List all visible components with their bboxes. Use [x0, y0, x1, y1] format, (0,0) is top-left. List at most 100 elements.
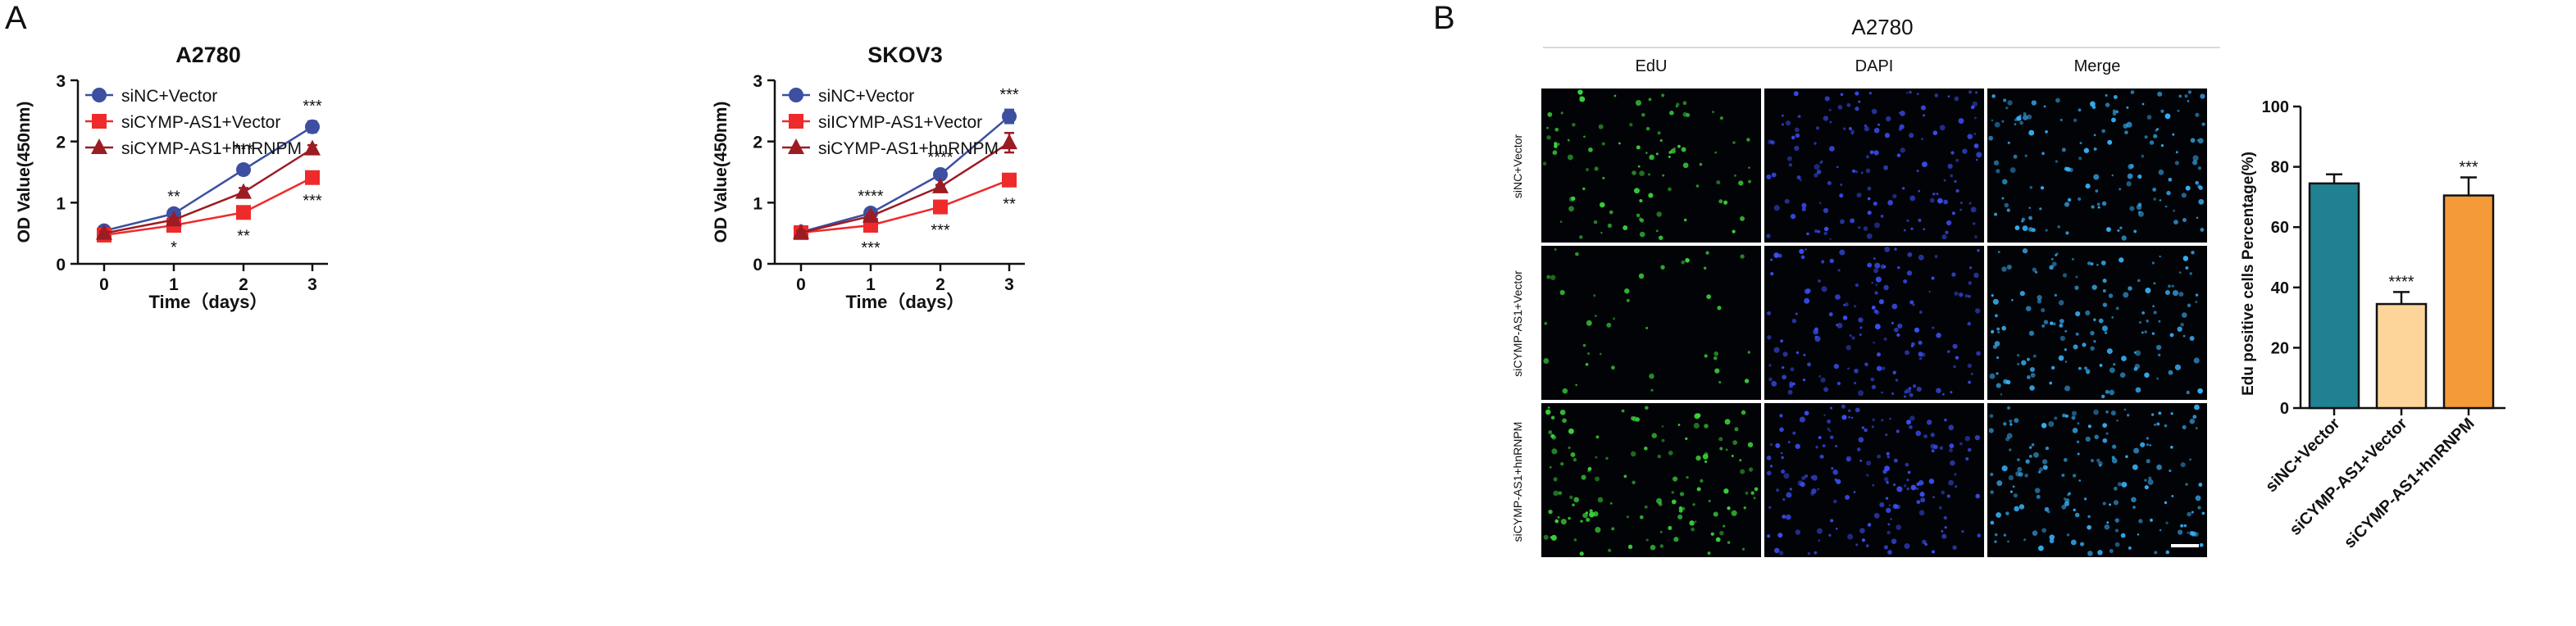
- cell-nucleus: [1968, 380, 1972, 384]
- cell-nucleus: [2146, 459, 2150, 464]
- cell-nucleus: [1550, 536, 1553, 539]
- x-axis-label: Time（days）: [845, 292, 964, 312]
- cell-nucleus: [2171, 284, 2174, 288]
- cell-nucleus: [1783, 473, 1790, 479]
- cell-nucleus: [2174, 161, 2179, 166]
- cell-nucleus: [2195, 180, 2200, 185]
- cell-nucleus: [1747, 351, 1750, 354]
- cell-nucleus: [1906, 270, 1913, 276]
- cell-nucleus: [2003, 379, 2009, 384]
- cell-nucleus: [2078, 479, 2081, 482]
- cell-nucleus: [1768, 506, 1772, 509]
- cell-nucleus: [1959, 202, 1963, 205]
- cell-nucleus: [2195, 301, 2198, 304]
- cell-nucleus: [2119, 188, 2122, 191]
- series-line-1: [103, 176, 313, 237]
- cell-nucleus: [2152, 305, 2155, 308]
- cell-nucleus: [1974, 235, 1978, 238]
- data-point-1-2: [933, 199, 948, 215]
- cell-nucleus: [2028, 129, 2035, 136]
- cell-nucleus: [2146, 320, 2149, 323]
- cell-nucleus: [1958, 118, 1964, 124]
- cell-nucleus: [1833, 499, 1837, 504]
- cell-nucleus: [2057, 225, 2060, 229]
- cell-nucleus: [1932, 496, 1935, 499]
- cell-nucleus: [2014, 123, 2017, 126]
- cell-nucleus: [1639, 170, 1645, 176]
- cell-nucleus: [2117, 482, 2123, 487]
- cell-nucleus: [2041, 528, 2047, 533]
- cell-nucleus: [2174, 364, 2181, 370]
- cell-nucleus: [1975, 308, 1981, 314]
- cell-nucleus: [1906, 479, 1909, 482]
- cell-nucleus: [1829, 406, 1833, 410]
- cell-nucleus: [1719, 116, 1723, 120]
- y-tick-label: 1: [56, 194, 66, 213]
- cell-nucleus: [1723, 200, 1728, 205]
- cell-nucleus: [2017, 466, 2023, 472]
- cell-nucleus: [1996, 327, 2000, 331]
- significance-label: ****: [2388, 273, 2414, 291]
- cell-nucleus: [1891, 538, 1897, 544]
- cell-nucleus: [1823, 387, 1829, 392]
- cell-nucleus: [1864, 124, 1868, 128]
- cell-nucleus: [1618, 142, 1621, 145]
- cell-nucleus: [2064, 202, 2070, 207]
- cell-nucleus: [1885, 497, 1889, 500]
- cell-nucleus: [2164, 290, 2170, 296]
- cell-nucleus: [2180, 462, 2186, 468]
- cell-nucleus: [1848, 126, 1852, 130]
- cell-nucleus: [1613, 317, 1616, 320]
- cell-nucleus: [1931, 449, 1935, 453]
- data-point-0-3: [305, 119, 320, 134]
- cell-nucleus: [1994, 121, 2000, 128]
- cell-nucleus: [1750, 491, 1755, 495]
- cell-nucleus: [1586, 320, 1592, 326]
- x-tick-label: 2: [239, 275, 248, 294]
- cell-nucleus: [1600, 202, 1605, 208]
- cell-nucleus: [1601, 142, 1605, 146]
- cell-nucleus: [1918, 218, 1922, 223]
- cell-nucleus: [1810, 475, 1814, 479]
- significance-label: **: [1003, 195, 1016, 213]
- category-label-1: siCYMP-AS1+Vector: [2287, 415, 2411, 539]
- series-line-2: [800, 142, 1010, 234]
- cell-nucleus: [2025, 306, 2032, 311]
- cell-nucleus: [2047, 510, 2050, 514]
- cell-nucleus: [1840, 93, 1844, 97]
- cell-nucleus: [1830, 519, 1834, 523]
- cell-nucleus: [2058, 300, 2064, 306]
- cell-nucleus: [1795, 529, 1801, 535]
- cell-nucleus: [1636, 145, 1641, 150]
- cell-nucleus: [1951, 211, 1955, 215]
- cell-nucleus: [1589, 511, 1595, 518]
- cell-nucleus: [1968, 202, 1972, 205]
- cell-nucleus: [2111, 456, 2115, 460]
- cell-nucleus: [1692, 503, 1695, 506]
- cell-nucleus: [1770, 140, 1773, 143]
- cell-nucleus: [2195, 427, 2198, 430]
- cell-nucleus: [2003, 422, 2007, 426]
- cell-nucleus: [1718, 437, 1723, 442]
- cell-nucleus: [1685, 437, 1688, 440]
- cell-nucleus: [1579, 235, 1583, 239]
- cell-nucleus: [2028, 446, 2032, 449]
- cell-nucleus: [1841, 404, 1846, 409]
- cell-nucleus: [1904, 543, 1910, 550]
- cell-nucleus: [2191, 531, 2196, 537]
- cell-nucleus: [1787, 389, 1793, 395]
- cell-nucleus: [1959, 292, 1964, 297]
- cell-nucleus: [2077, 422, 2080, 425]
- cell-nucleus: [2009, 419, 2013, 424]
- cell-nucleus: [2021, 220, 2024, 223]
- cell-nucleus: [2078, 108, 2082, 112]
- cell-nucleus: [1954, 96, 1959, 102]
- cell-nucleus: [1562, 388, 1568, 394]
- data-point-2-2: [235, 183, 252, 199]
- cell-nucleus: [2113, 363, 2116, 366]
- cell-nucleus: [1594, 315, 1597, 317]
- cell-nucleus: [1864, 362, 1868, 366]
- cell-nucleus: [1996, 169, 2000, 174]
- cell-nucleus: [2156, 464, 2162, 470]
- cell-nucleus: [1860, 171, 1864, 175]
